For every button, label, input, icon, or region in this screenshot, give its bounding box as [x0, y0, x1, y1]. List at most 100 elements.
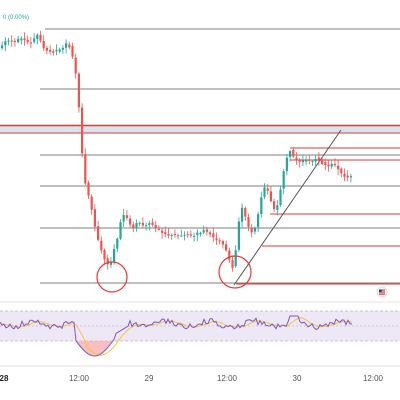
red-resistance-levels: [236, 147, 400, 285]
candle: [333, 158, 336, 168]
candle: [231, 255, 234, 272]
candle: [23, 32, 26, 46]
candle: [170, 233, 173, 240]
candle: [311, 159, 314, 166]
flag-icon[interactable]: [376, 286, 388, 298]
candle: [330, 159, 333, 170]
candle: [244, 206, 247, 221]
candle: [113, 244, 116, 265]
resistance-zone: [0, 125, 400, 133]
candles: [1, 30, 352, 272]
candle: [74, 53, 77, 79]
x-tick-label: 30: [293, 374, 302, 383]
candle: [183, 231, 186, 241]
candle: [263, 183, 266, 200]
candle: [39, 30, 42, 43]
candle: [173, 229, 176, 238]
candle: [289, 149, 292, 162]
candle: [205, 226, 208, 236]
candle: [4, 37, 7, 52]
candle: [247, 213, 250, 232]
candle: [77, 72, 80, 113]
candle: [196, 229, 199, 241]
candle: [308, 155, 311, 165]
candle: [237, 217, 240, 253]
candle: [321, 156, 324, 166]
candle: [138, 221, 141, 227]
candle: [349, 173, 352, 183]
candle: [305, 156, 308, 166]
candle: [84, 148, 87, 185]
candle: [340, 167, 343, 178]
candle: [186, 231, 189, 238]
candle: [87, 180, 90, 199]
candle: [55, 44, 58, 56]
candle: [154, 221, 157, 233]
candle: [234, 245, 237, 269]
candle: [20, 36, 23, 45]
candle: [90, 194, 93, 215]
candle: [212, 228, 215, 242]
candle: [10, 35, 13, 47]
candle: [298, 158, 301, 168]
candle: [202, 225, 205, 234]
candle: [218, 237, 221, 245]
candle: [71, 42, 74, 59]
candle: [145, 222, 148, 231]
candle: [327, 160, 330, 172]
header-change: 0 (0.00%): [3, 15, 29, 21]
candle: [135, 219, 138, 232]
candle: [269, 186, 272, 203]
x-tick-label: 28: [0, 374, 9, 383]
candle: [13, 38, 16, 47]
candle: [151, 218, 154, 227]
candle: [119, 219, 122, 241]
candle: [317, 152, 320, 166]
candle: [116, 237, 119, 253]
candle: [93, 204, 96, 232]
rsi-line: [0, 315, 353, 357]
candle: [129, 215, 132, 228]
candle: [279, 186, 282, 207]
candle: [58, 47, 61, 54]
candle: [17, 35, 20, 44]
candle: [324, 158, 327, 171]
candle: [81, 103, 84, 158]
candle: [295, 152, 298, 165]
x-tick-label: 12:00: [217, 374, 238, 383]
gray-horizontal-levels: [40, 28, 400, 284]
candle: [97, 220, 100, 242]
candle: [189, 230, 192, 238]
candle: [225, 240, 228, 252]
candle: [141, 217, 144, 228]
candle: [61, 45, 64, 54]
candle: [7, 37, 10, 46]
candle: [215, 232, 218, 245]
candle: [266, 184, 269, 195]
candle: [199, 231, 202, 237]
candle: [337, 160, 340, 176]
rsi-ma-line: [0, 317, 353, 356]
candle: [161, 228, 164, 239]
candle: [260, 191, 263, 218]
candle: [209, 230, 212, 238]
candle: [125, 209, 128, 221]
rsi-panel: [0, 310, 400, 357]
candle: [1, 41, 4, 51]
candle: [221, 239, 224, 249]
candle: [164, 226, 167, 238]
support-circle-2[interactable]: [218, 255, 252, 289]
candle: [346, 170, 349, 182]
candle: [292, 147, 295, 158]
x-tick-label: 29: [145, 374, 154, 383]
candle: [157, 225, 160, 231]
ascending-trendline[interactable]: [233, 129, 342, 286]
candle: [49, 45, 52, 55]
candle: [273, 198, 276, 212]
candle: [45, 45, 48, 55]
candle: [122, 209, 125, 227]
support-circle-1[interactable]: [96, 261, 128, 293]
x-tick-label: 12:00: [363, 374, 384, 383]
